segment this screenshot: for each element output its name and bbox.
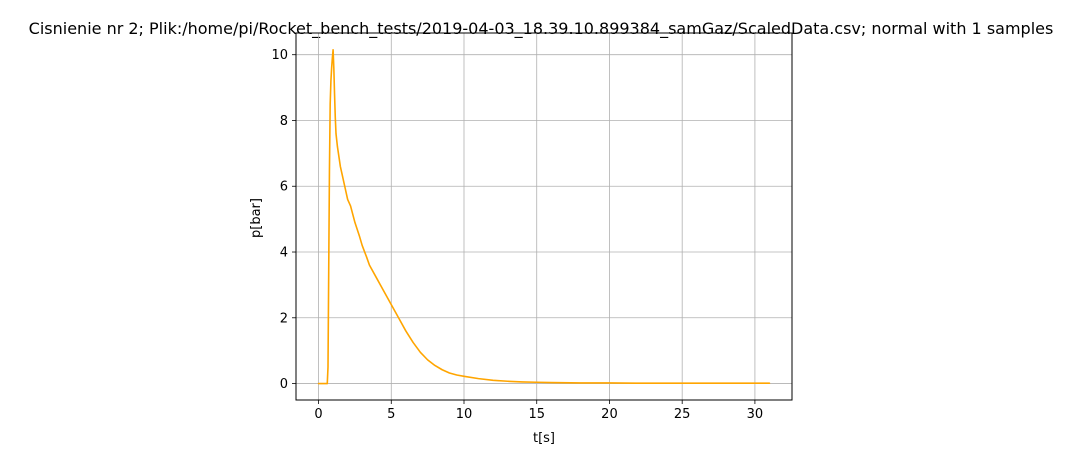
chart-title: Cisnienie nr 2; Plik:/home/pi/Rocket_ben…	[29, 19, 1054, 39]
plot-frame	[295, 32, 793, 401]
y-tick-label: 2	[280, 311, 288, 326]
x-tick-label: 5	[387, 407, 395, 422]
y-tick-label: 8	[280, 114, 288, 129]
x-tick-label: 15	[528, 407, 545, 422]
y-tick-label: 6	[280, 180, 288, 195]
y-tick-label: 10	[271, 48, 288, 63]
y-axis-label: p[bar]	[249, 198, 264, 238]
x-tick-label: 10	[456, 407, 473, 422]
x-axis-ticks: 0 5 10 15 20 25 30	[314, 400, 763, 422]
y-axis-ticks: 0 2 4 6 8 10	[271, 48, 296, 392]
grid	[296, 33, 792, 400]
x-tick-label: 20	[601, 407, 618, 422]
y-tick-label: 4	[280, 246, 288, 261]
x-tick-label: 25	[674, 407, 691, 422]
series-layer	[317, 48, 771, 385]
x-tick-label: 0	[314, 407, 322, 422]
series-line-pressure	[317, 48, 771, 385]
y-tick-label: 0	[280, 377, 288, 392]
x-axis-label: t[s]	[533, 431, 555, 446]
x-tick-label: 30	[747, 407, 764, 422]
